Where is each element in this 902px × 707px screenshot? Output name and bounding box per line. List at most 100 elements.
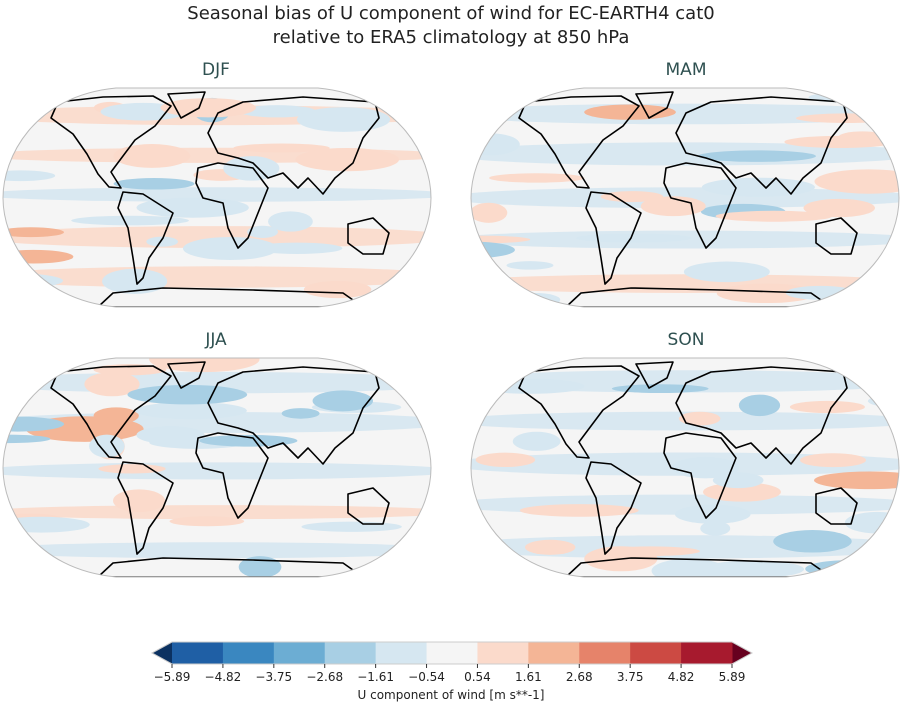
panel-title-son: SON (667, 330, 705, 350)
coastline-africa (663, 432, 737, 519)
bias-patch (789, 400, 865, 414)
map-outline (470, 357, 900, 578)
coastline-greenland (167, 91, 206, 119)
colorbar-segment (222, 642, 275, 664)
bias-patch (136, 426, 205, 444)
colorbar (150, 641, 754, 668)
coastline-africa (195, 162, 269, 249)
bias-patch (475, 452, 536, 467)
bias-patch (102, 268, 168, 294)
colorbar-tick-label: 5.89 (718, 670, 746, 684)
coastline-africa (195, 432, 269, 519)
bias-patch (525, 539, 576, 555)
bias-patch (146, 236, 179, 247)
coastline-antarctica (565, 287, 832, 307)
bias-patch (712, 472, 764, 489)
bias-patch (98, 464, 166, 474)
bias-patch (575, 233, 692, 243)
panel-title-jja: JJA (205, 330, 227, 350)
colorbar-segment (426, 642, 478, 664)
colorbar-tick-label: −1.61 (357, 670, 395, 684)
bias-patch (800, 453, 866, 468)
bias-patch (149, 358, 260, 373)
coastline-eurasia (207, 96, 380, 195)
coastline-north-america (518, 365, 640, 459)
bias-patch (852, 88, 884, 105)
bias-patch (3, 270, 24, 285)
bias-patch (512, 431, 561, 451)
bias-patch (489, 173, 585, 183)
bias-patch (182, 236, 278, 261)
bias-patch (127, 384, 248, 405)
figure-title-line-1: Seasonal bias of U component of wind for… (187, 3, 715, 24)
bias-band (3, 226, 431, 248)
bias-patch (803, 198, 875, 218)
bias-patch (160, 98, 256, 118)
colorbar-segment (273, 642, 326, 664)
colorbar-over-triangle (732, 642, 752, 664)
coastline-north-america (50, 365, 172, 459)
colorbar-segment (681, 642, 733, 664)
bias-patch (199, 434, 298, 447)
bias-patch (519, 504, 639, 517)
coastline-north-america (518, 95, 640, 189)
bias-patch (715, 210, 833, 222)
coastline-australia (815, 217, 858, 255)
coastline-antarctica (97, 557, 364, 577)
bias-patch (295, 147, 399, 172)
colorbar-tick-label: 3.75 (616, 670, 644, 684)
bias-patch (471, 202, 508, 223)
colorbar-tick-label: 0.54 (464, 670, 491, 684)
colorbar-tick-label: 2.68 (565, 670, 593, 684)
coastline-africa (663, 162, 737, 249)
map-outline (470, 87, 900, 308)
coastline-south-america (117, 461, 174, 555)
colorbar-segment (324, 642, 377, 664)
bias-patch (113, 178, 195, 190)
coastline-north-america (50, 95, 172, 189)
bias-patch (600, 191, 664, 203)
bias-patch (674, 504, 751, 524)
bias-patch (113, 144, 191, 168)
bias-band (471, 142, 899, 166)
bias-patch (169, 516, 245, 527)
bias-patch (84, 372, 140, 397)
coastline-eurasia (675, 96, 848, 195)
colorbar-tick-label: 4.82 (667, 670, 695, 684)
bias-patch (698, 150, 816, 162)
colorbar-segment (630, 642, 682, 664)
bias-patch (703, 482, 781, 502)
bias-patch (701, 560, 805, 577)
colorbar-label: U component of wind [m s**-1] (357, 688, 545, 702)
map-outline (2, 87, 432, 308)
map-son (470, 357, 900, 578)
bias-patch (483, 88, 528, 106)
bias-patch (296, 107, 391, 132)
bias-patch (134, 402, 247, 420)
colorbar-segment (172, 642, 224, 664)
bias-patch (247, 225, 278, 239)
bias-band (3, 505, 431, 520)
colorbar-segment (477, 642, 529, 664)
bias-patch (312, 390, 374, 412)
bias-patch (303, 280, 372, 299)
coastline-south-america (585, 191, 642, 285)
coastline-eurasia (675, 366, 848, 465)
colorbar-tick-label: 1.61 (515, 670, 542, 684)
coastline-antarctica (97, 287, 364, 307)
bias-patch (700, 521, 731, 536)
bias-patch (678, 411, 721, 426)
panel-title-mam: MAM (665, 60, 707, 80)
colorbar-tick-label: −4.82 (204, 670, 242, 684)
map-mam (470, 87, 900, 308)
map-jja (2, 357, 432, 578)
map-outline (2, 357, 432, 578)
bias-patch (233, 143, 330, 153)
coastline-south-america (117, 191, 174, 285)
colorbar-tick-label: −3.75 (255, 670, 293, 684)
bias-patch (784, 135, 895, 148)
bias-band (3, 266, 431, 288)
bias-patch (238, 105, 316, 118)
bias-band (3, 542, 431, 559)
bias-patch (600, 546, 700, 557)
